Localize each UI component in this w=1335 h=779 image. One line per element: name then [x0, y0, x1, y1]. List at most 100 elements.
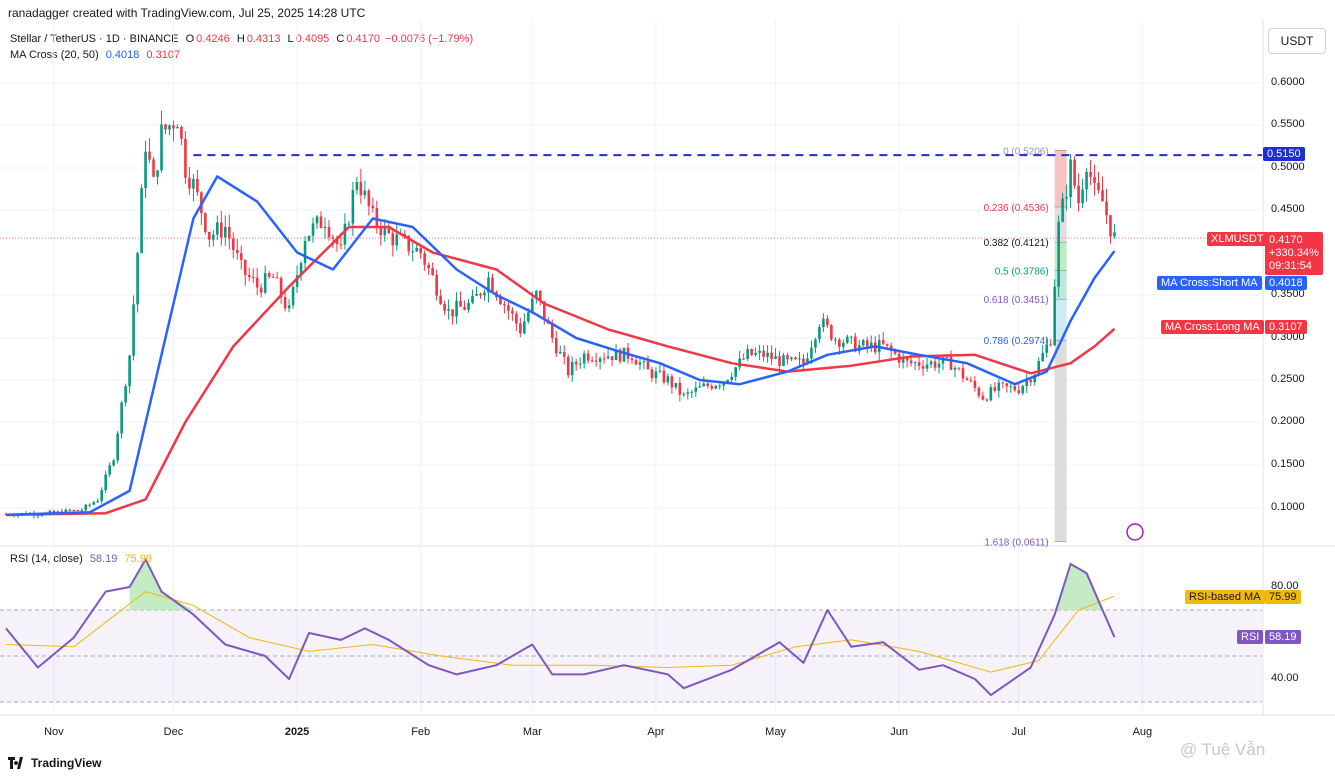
- candle-body: [1097, 182, 1100, 191]
- candle-body: [132, 304, 135, 356]
- last-change: +330.34%: [1269, 247, 1319, 259]
- candle-body: [822, 318, 825, 328]
- candle-body: [1001, 382, 1005, 384]
- candle-body: [359, 181, 363, 196]
- tradingview-logo-text: TradingView: [31, 756, 102, 770]
- fib-zone: [1054, 299, 1067, 341]
- candle-body: [347, 223, 351, 225]
- candle-body: [96, 500, 100, 503]
- candle-body: [782, 355, 785, 366]
- time-tick-label: 2025: [284, 726, 310, 738]
- candle-body: [379, 226, 383, 236]
- candle-body: [315, 216, 319, 224]
- candle-body: [243, 260, 247, 275]
- candle-body: [104, 474, 107, 491]
- candle-body: [770, 352, 773, 360]
- candle-body: [475, 293, 478, 296]
- candle-body: [1093, 176, 1096, 183]
- candle-body: [830, 325, 833, 340]
- candle-body: [36, 515, 40, 517]
- symbol-name[interactable]: Stellar / TetherUS · 1D · BINANCE: [10, 33, 179, 45]
- price-tick-label: 0.4500: [1271, 203, 1305, 215]
- high-value: 0.4313: [246, 33, 281, 45]
- candle-body: [511, 310, 514, 314]
- candle-body: [451, 309, 454, 317]
- candle-body: [618, 349, 622, 362]
- rsi-value-tag: 58.19: [1265, 630, 1301, 644]
- rsi-legend-value: 58.19: [89, 553, 118, 565]
- candle-body: [554, 338, 558, 354]
- candle-body: [1033, 374, 1037, 383]
- candle-body: [590, 360, 594, 362]
- candle-body: [323, 226, 327, 229]
- candle-body: [718, 385, 722, 387]
- tradingview-logo[interactable]: TradingView: [8, 756, 101, 770]
- rsi-ma-legend-value: 75.99: [124, 553, 152, 565]
- candle-body: [188, 177, 191, 189]
- candle-body: [463, 306, 466, 310]
- candle-body: [291, 286, 295, 306]
- candle-body: [778, 356, 781, 366]
- ma-short-line: [5, 175, 1116, 517]
- candle-body: [120, 402, 123, 434]
- candle-body: [662, 370, 666, 383]
- low-label: L: [287, 33, 294, 45]
- candle-body: [112, 460, 115, 466]
- candle-body: [610, 356, 614, 360]
- candle-body: [602, 358, 606, 360]
- rsi-ma-line: [5, 591, 1115, 673]
- ma-short-price-tag: 0.4018: [1265, 276, 1307, 290]
- candle-body: [698, 386, 702, 388]
- candle-body: [483, 292, 486, 296]
- candle-body: [156, 170, 159, 177]
- candle-body: [1025, 379, 1029, 387]
- candle-body: [523, 321, 526, 334]
- price-tick-label: 0.6000: [1271, 76, 1305, 88]
- tradingview-logo-icon: [8, 757, 23, 769]
- candle-body: [834, 339, 837, 341]
- candle-body: [407, 235, 411, 252]
- candle-body: [738, 358, 741, 368]
- price-tick-label: 0.2500: [1271, 373, 1305, 385]
- candle-body: [335, 238, 339, 245]
- currency-button[interactable]: USDT: [1268, 28, 1326, 54]
- candle-body: [853, 336, 857, 352]
- candle-body: [331, 237, 335, 239]
- candle-body: [423, 253, 426, 265]
- candle-body: [774, 356, 777, 360]
- candle-body: [973, 380, 977, 388]
- candle-body: [1081, 189, 1084, 204]
- candle-body: [231, 238, 235, 250]
- candle-body: [80, 510, 84, 512]
- candle-body: [614, 349, 618, 360]
- candle-body: [1037, 361, 1041, 375]
- candle-body: [658, 370, 662, 372]
- candle-body: [646, 361, 650, 370]
- candle-body: [391, 233, 395, 246]
- candle-body: [48, 510, 52, 513]
- candle-body: [622, 347, 626, 362]
- rsi-tag: RSI: [1237, 630, 1264, 644]
- candle-body: [176, 126, 179, 129]
- candle-body: [68, 509, 72, 511]
- candle-body: [642, 361, 646, 363]
- rsi-label[interactable]: RSI (14, close): [10, 553, 83, 565]
- candle-body: [212, 234, 215, 240]
- rsi-overbought-fill: [129, 559, 194, 610]
- candle-body: [383, 225, 387, 236]
- candle-body: [690, 391, 694, 393]
- candle-body: [88, 504, 92, 506]
- open-value: 0.4246: [196, 33, 230, 45]
- candle-body: [371, 205, 375, 209]
- candle-body: [818, 327, 821, 340]
- candle-body: [116, 433, 119, 461]
- candle-body: [92, 502, 96, 505]
- ma-long-value: 0.3107: [146, 49, 181, 61]
- candle-body: [1049, 344, 1052, 346]
- candle-body: [542, 301, 546, 321]
- candle-body: [578, 363, 582, 365]
- candle-body: [267, 273, 271, 277]
- time-tick-label: Nov: [44, 726, 64, 738]
- candle-body: [435, 274, 438, 296]
